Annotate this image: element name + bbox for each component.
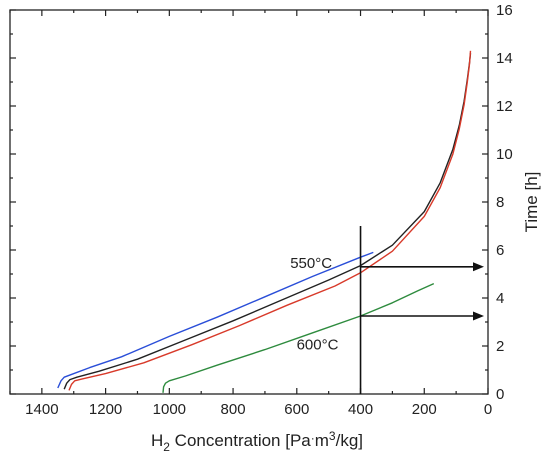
y-axis-title: Time [h]	[522, 172, 541, 233]
x-tick-label: 0	[484, 401, 492, 418]
x-tick-label: 1400	[25, 401, 58, 418]
series-line-3	[162, 282, 435, 393]
y-axis: 0 2 4 6 8 10 12 14 16	[10, 2, 513, 403]
series-group	[57, 50, 472, 393]
x-tick-label: 600	[284, 401, 309, 418]
y-tick-label: 0	[496, 386, 504, 403]
series-line-0	[57, 251, 374, 389]
x-axis-title-unit: m	[315, 431, 329, 450]
arrow-head	[473, 311, 484, 321]
x-tick-label: 800	[221, 401, 246, 418]
arrow-head	[473, 262, 484, 272]
y-tick-label: 10	[496, 146, 513, 163]
y-tick-label: 12	[496, 98, 513, 115]
x-tick-label: 400	[348, 401, 373, 418]
y-tick-label: 14	[496, 50, 513, 67]
x-axis-title-rest: Concentration [Pa	[170, 431, 311, 450]
y-tick-label: 6	[496, 242, 504, 259]
x-axis-title-dot: ·	[311, 431, 315, 445]
x-axis-title-main: H	[151, 431, 163, 450]
annotation-label: 600°C	[297, 337, 339, 354]
series-line-1	[63, 53, 472, 390]
y-tick-label: 4	[496, 290, 504, 307]
x-axis-title-sub: 2	[163, 440, 170, 454]
x-tick-label: 200	[412, 401, 437, 418]
y-tick-label: 8	[496, 194, 504, 211]
plot-frame	[9, 9, 489, 395]
x-axis-title-sup: 3	[329, 429, 336, 443]
y-tick-label: 2	[496, 338, 504, 355]
x-axis-title: H2 Concentration [Pa·m3/kg]	[151, 429, 363, 454]
x-tick-label: 1000	[153, 401, 186, 418]
y-tick-label: 16	[496, 2, 513, 19]
x-axis: 1400 1200 1000 800 600 400 200 0	[9, 10, 492, 418]
series-line-2	[68, 50, 472, 391]
x-tick-label: 1200	[89, 401, 122, 418]
x-axis-title-tail: /kg]	[336, 431, 363, 450]
annotations: 550°C 600°C	[290, 255, 338, 354]
reference-marks	[359, 226, 484, 394]
annotation-label: 550°C	[290, 255, 332, 272]
